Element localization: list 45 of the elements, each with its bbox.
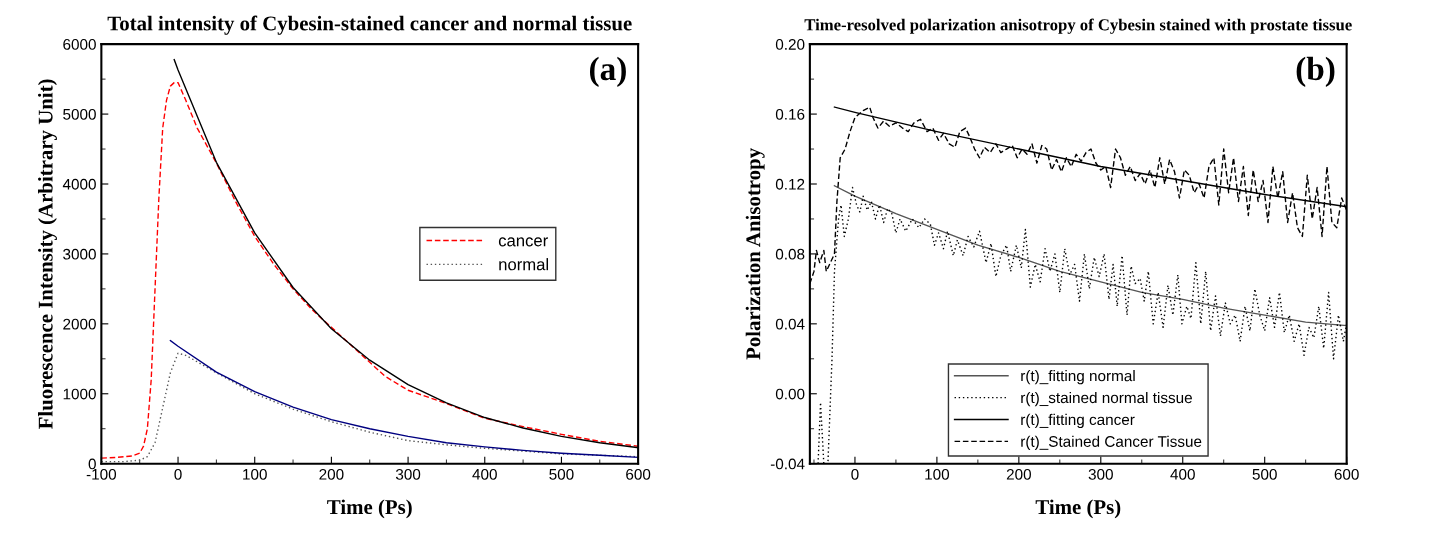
y-tick-label: 0.00 (775, 388, 805, 400)
x-tick-label: 300 (1088, 468, 1113, 480)
y-tick-label: 0 (88, 458, 96, 470)
annotation: (a) (589, 56, 626, 87)
x-tick-label: 100 (925, 468, 950, 480)
x-tick-label: 200 (1006, 468, 1031, 480)
chart-title: Time-resolved polarization anisotropy of Cybesin stained with prostate tissue (804, 18, 1352, 34)
x-tick-label: 200 (319, 468, 344, 480)
x-tick-label: 600 (626, 468, 651, 480)
x-tick-label: 400 (1170, 468, 1195, 480)
y-axis-title: Fluorescence Intensity (Arbitrary Unit) (38, 79, 57, 429)
legend-label: r(t)_fitting cancer (1021, 413, 1135, 429)
x-tick-label: 600 (1334, 468, 1359, 480)
x-axis-title: Time (Ps) (1035, 499, 1121, 519)
y-tick-label: 4000 (62, 178, 96, 190)
x-tick-label: 100 (243, 468, 267, 480)
y-tick-label: 1000 (63, 388, 96, 400)
y-tick-label: 2000 (63, 318, 96, 330)
legend-label: r(t)_fitting normal (1021, 370, 1135, 385)
y-tick-label: 0.04 (775, 318, 805, 330)
x-tick-label: 300 (395, 468, 421, 480)
line-series (169, 339, 639, 459)
line-series (833, 185, 1347, 327)
legend-label: r(t)_Stained Cancer Tissue (1021, 435, 1202, 450)
y-tick-label: -0.04 (770, 458, 805, 470)
x-tick-label: 500 (1252, 468, 1277, 480)
y-axis-title: Polarization Anisotropy (745, 148, 765, 360)
y-tick-label: 0.12 (775, 178, 805, 190)
legend-label: cancer (498, 237, 548, 247)
y-tick-label: 6000 (63, 39, 96, 50)
y-tick-label: 0.08 (775, 248, 805, 260)
y-tick-label: 0.20 (775, 39, 805, 50)
y-tick-label: 0.16 (775, 108, 805, 120)
x-tick-label: 400 (472, 468, 497, 480)
x-tick-label: 0 (174, 468, 182, 480)
y-tick-label: 5000 (63, 108, 96, 120)
x-axis-title: Time (Ps) (327, 499, 412, 519)
annotation: (b) (1296, 56, 1335, 87)
x-tick-label: 500 (549, 468, 574, 480)
legend-label: normal (499, 258, 549, 271)
x-tick-label: 0 (851, 468, 859, 480)
legend-label: r(t)_stained normal tissue (1021, 391, 1192, 407)
y-tick-label: 3000 (63, 248, 96, 260)
chart-title: Total intensity of Cybesin-stained cancer and normal tissue (107, 15, 632, 35)
x-tick-label: -100 (86, 468, 117, 480)
